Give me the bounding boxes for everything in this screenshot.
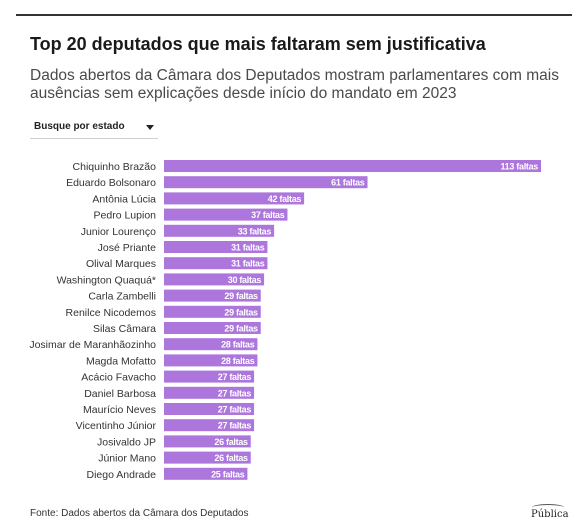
category-label: Washington Quaquá* bbox=[57, 274, 156, 286]
category-label: Carla Zambelli bbox=[88, 291, 156, 303]
bar bbox=[164, 354, 258, 367]
category-label: Olival Marques bbox=[86, 258, 156, 270]
bar-value-label: 42 faltas bbox=[268, 194, 302, 204]
bar bbox=[164, 451, 251, 464]
category-label: Antônia Lúcia bbox=[92, 193, 156, 205]
bar-value-label: 29 faltas bbox=[224, 291, 258, 301]
category-label: Magda Mofatto bbox=[86, 355, 156, 367]
category-label: Josimar de Maranhãozinho bbox=[29, 339, 156, 351]
category-label: Silas Câmara bbox=[93, 323, 156, 335]
logo-arc bbox=[532, 504, 564, 511]
category-label: Renilce Nicodemos bbox=[66, 307, 156, 319]
bar bbox=[164, 322, 261, 334]
bar-value-label: 29 faltas bbox=[224, 307, 258, 317]
category-label: Junior Lourenço bbox=[81, 226, 156, 238]
bar-value-label: 26 faltas bbox=[214, 437, 248, 447]
bar-value-label: 27 faltas bbox=[218, 421, 252, 431]
bar bbox=[164, 241, 268, 253]
source-note: Fonte: Dados abertos da Câmara dos Deput… bbox=[30, 508, 249, 519]
bar-value-label: 113 faltas bbox=[500, 162, 538, 172]
publica-logo: Pública bbox=[528, 504, 570, 522]
chart-title: Top 20 deputados que mais faltaram sem j… bbox=[30, 34, 486, 54]
chevron-down-icon bbox=[146, 125, 154, 130]
bar-value-label: 29 faltas bbox=[224, 324, 258, 334]
category-label: Daniel Barbosa bbox=[84, 388, 156, 400]
top-rule bbox=[16, 14, 572, 16]
bar-value-label: 27 faltas bbox=[218, 405, 252, 415]
category-label: Eduardo Bolsonaro bbox=[66, 177, 156, 189]
category-label: Júnior Mano bbox=[98, 453, 156, 465]
bar-value-label: 27 faltas bbox=[218, 372, 252, 382]
bar bbox=[164, 386, 255, 399]
category-label: Pedro Lupion bbox=[94, 210, 157, 222]
bar-value-label: 30 faltas bbox=[228, 275, 262, 285]
bar-value-label: 37 faltas bbox=[251, 210, 285, 220]
chart-subtitle: Dados abertos da Câmara dos Deputados mo… bbox=[30, 67, 559, 102]
bar-value-label: 26 faltas bbox=[214, 453, 248, 463]
bar-value-label: 25 faltas bbox=[211, 469, 245, 479]
bar bbox=[164, 273, 265, 286]
bar bbox=[164, 370, 255, 383]
bar bbox=[164, 160, 541, 172]
state-filter-dropdown[interactable]: Busque por estado bbox=[30, 118, 158, 139]
bar-value-label: 27 faltas bbox=[218, 388, 252, 398]
category-label: Chiquinho Brazão bbox=[73, 161, 157, 173]
bar bbox=[164, 419, 255, 432]
bar bbox=[164, 257, 268, 270]
bar bbox=[164, 176, 368, 189]
bar-value-label: 61 faltas bbox=[331, 178, 365, 188]
category-label: Josivaldo JP bbox=[97, 436, 156, 448]
bar bbox=[164, 467, 248, 480]
bar bbox=[164, 305, 261, 318]
category-label: José Priante bbox=[98, 242, 157, 254]
bar-value-label: 28 faltas bbox=[221, 340, 255, 350]
bar bbox=[164, 435, 251, 448]
logo-text: Pública bbox=[531, 509, 569, 520]
bar bbox=[164, 289, 261, 302]
bar bbox=[164, 338, 258, 351]
bar-value-label: 31 faltas bbox=[231, 243, 265, 253]
bar bbox=[164, 192, 305, 205]
bar-value-label: 28 faltas bbox=[221, 356, 255, 366]
bar bbox=[164, 403, 255, 415]
bar-value-label: 33 faltas bbox=[238, 226, 272, 236]
category-label: Vicentinho Júnior bbox=[76, 420, 157, 432]
category-label: Maurício Neves bbox=[83, 404, 156, 416]
bar bbox=[164, 224, 275, 237]
state-filter-label: Busque por estado bbox=[34, 121, 125, 132]
bar bbox=[164, 208, 288, 221]
bar-chart: Chiquinho Brazão 113 faltas Eduardo Bolson… bbox=[29, 160, 541, 481]
category-label: Diego Andrade bbox=[87, 469, 157, 481]
bar-value-label: 31 faltas bbox=[231, 259, 265, 269]
category-label: Acácio Favacho bbox=[81, 372, 156, 384]
